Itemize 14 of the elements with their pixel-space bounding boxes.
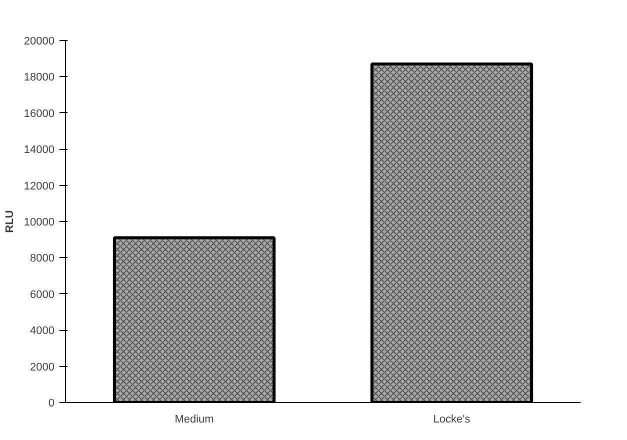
x-tick-label: Locke's (433, 414, 471, 426)
y-tick-label: 16000 (24, 108, 55, 120)
y-tick-label: 10000 (24, 216, 55, 228)
y-tick-label: 20000 (24, 36, 55, 48)
x-tick-label: Medium (174, 414, 214, 426)
y-tick-label: 12000 (24, 180, 55, 192)
y-tick-label: 2000 (30, 361, 55, 374)
y-tick-label: 14000 (24, 144, 55, 156)
y-tick-label: 4000 (30, 325, 55, 338)
y-tick-label: 0 (48, 398, 55, 410)
y-axis-title: RLU (4, 210, 16, 233)
y-tick-label: 18000 (24, 72, 55, 84)
y-tick-label: 8000 (30, 252, 55, 265)
y-tick-label: 6000 (30, 288, 55, 301)
